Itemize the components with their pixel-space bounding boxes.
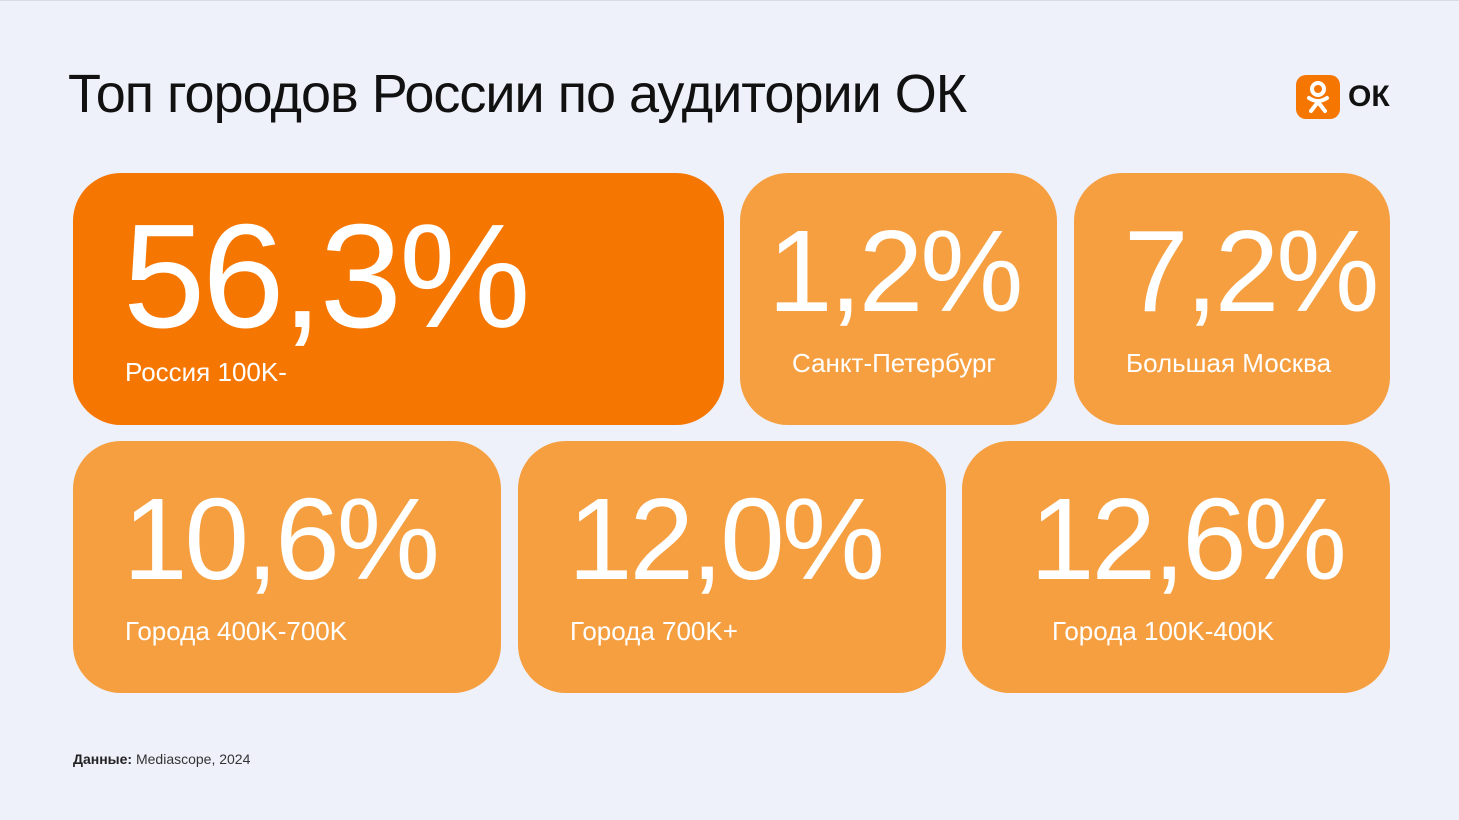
stat-card-400-700: 10,6% Города 400K-700K bbox=[73, 441, 501, 693]
stat-value: 10,6% bbox=[123, 474, 440, 604]
stat-label: Города 700K+ bbox=[570, 616, 738, 646]
ok-logo: ОК bbox=[1296, 75, 1390, 119]
stat-value: 7,2% bbox=[1124, 206, 1379, 336]
stat-card-100-400: 12,6% Города 100K-400K bbox=[962, 441, 1390, 693]
stat-value: 12,0% bbox=[568, 474, 885, 604]
source-note: Данные: Mediascope, 2024 bbox=[73, 751, 250, 767]
page-title: Топ городов России по аудитории ОК bbox=[68, 64, 967, 124]
stat-value: 12,6% bbox=[1030, 474, 1347, 604]
stat-label: Россия 100K- bbox=[125, 357, 287, 387]
stat-label: Большая Москва bbox=[1126, 348, 1332, 378]
source-text: Mediascope, 2024 bbox=[135, 751, 251, 767]
stat-card-moscow: 7,2% Большая Москва bbox=[1074, 173, 1390, 425]
stat-label: Санкт-Петербург bbox=[792, 348, 996, 378]
source-label: Данные: bbox=[73, 751, 133, 767]
odnoklassniki-icon bbox=[1296, 75, 1340, 119]
stat-card-spb: 1,2% Санкт-Петербург bbox=[740, 173, 1057, 425]
stat-card-russia: 56,3% Россия 100K- bbox=[73, 173, 724, 425]
logo-text: ОК bbox=[1348, 80, 1390, 113]
stat-label: Города 400K-700K bbox=[125, 616, 348, 646]
stat-label: Города 100K-400K bbox=[1052, 616, 1275, 646]
stat-value: 56,3% bbox=[123, 194, 531, 359]
stat-card-700plus: 12,0% Города 700K+ bbox=[518, 441, 946, 693]
stat-value: 1,2% bbox=[768, 206, 1023, 336]
